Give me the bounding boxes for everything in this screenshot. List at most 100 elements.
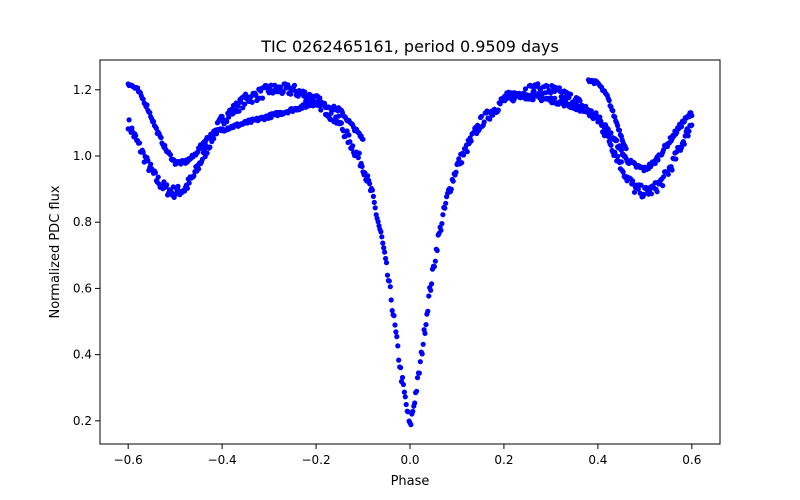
data-point bbox=[616, 127, 623, 133]
data-point bbox=[370, 193, 376, 199]
data-point bbox=[478, 113, 484, 120]
data-point bbox=[615, 123, 621, 129]
data-point bbox=[152, 170, 158, 176]
data-point bbox=[678, 145, 685, 151]
data-point bbox=[612, 114, 618, 120]
data-point bbox=[655, 157, 661, 163]
data-point bbox=[614, 137, 620, 143]
data-point bbox=[288, 91, 294, 97]
data-point bbox=[350, 143, 356, 149]
data-point bbox=[440, 212, 446, 218]
data-point bbox=[388, 297, 394, 303]
data-point bbox=[597, 114, 603, 120]
data-point bbox=[148, 161, 154, 167]
data-point bbox=[431, 263, 437, 270]
data-point bbox=[393, 329, 399, 335]
data-point bbox=[460, 152, 467, 158]
data-point bbox=[432, 258, 438, 264]
data-point bbox=[487, 116, 493, 122]
y-tick-label: 1.2 bbox=[73, 83, 92, 97]
data-point bbox=[196, 166, 202, 172]
data-point bbox=[360, 136, 366, 142]
data-point bbox=[665, 171, 671, 177]
data-point bbox=[336, 113, 342, 119]
data-point bbox=[386, 278, 392, 284]
x-tick-label: −0.4 bbox=[208, 453, 237, 467]
data-point bbox=[355, 155, 361, 161]
data-point bbox=[226, 114, 232, 120]
data-point bbox=[618, 159, 625, 165]
data-point bbox=[242, 101, 248, 107]
data-point bbox=[219, 113, 225, 120]
data-point bbox=[268, 82, 274, 88]
data-point bbox=[395, 343, 401, 349]
data-point bbox=[389, 308, 395, 314]
data-point bbox=[405, 409, 411, 415]
data-point bbox=[147, 110, 153, 116]
data-point bbox=[423, 322, 429, 328]
data-point bbox=[347, 139, 353, 145]
data-point bbox=[191, 173, 197, 179]
data-point bbox=[615, 153, 621, 159]
data-point bbox=[379, 234, 385, 240]
data-point bbox=[453, 169, 459, 175]
data-point bbox=[417, 359, 423, 365]
data-point bbox=[685, 133, 691, 139]
data-point bbox=[378, 229, 384, 235]
data-point bbox=[544, 83, 550, 89]
y-axis-label: Normalized PDC flux bbox=[48, 185, 63, 318]
data-point bbox=[280, 89, 286, 95]
y-tick-label: 0.8 bbox=[73, 215, 92, 229]
data-point bbox=[641, 191, 647, 197]
data-point bbox=[375, 219, 381, 225]
data-point bbox=[381, 245, 387, 251]
data-point bbox=[367, 181, 373, 187]
data-point bbox=[126, 117, 132, 123]
data-point bbox=[402, 394, 408, 400]
data-point bbox=[535, 81, 541, 87]
data-point bbox=[394, 334, 400, 340]
x-tick-label: −0.6 bbox=[114, 453, 143, 467]
data-point bbox=[678, 124, 685, 130]
data-point bbox=[631, 189, 638, 195]
data-point bbox=[400, 381, 406, 388]
chart-title: TIC 0262465161, period 0.9509 days bbox=[260, 37, 559, 56]
data-point bbox=[434, 247, 440, 254]
data-point bbox=[170, 184, 176, 190]
data-point bbox=[207, 144, 213, 150]
data-point bbox=[259, 95, 266, 101]
data-point bbox=[443, 200, 449, 206]
data-point bbox=[391, 313, 397, 319]
data-point bbox=[442, 205, 448, 211]
data-point bbox=[635, 186, 641, 192]
data-point bbox=[369, 187, 375, 193]
data-point bbox=[459, 160, 465, 166]
data-point bbox=[164, 182, 170, 188]
data-point bbox=[162, 142, 168, 149]
data-point bbox=[346, 132, 352, 138]
data-point bbox=[422, 330, 428, 336]
x-tick-label: 0.4 bbox=[588, 453, 607, 467]
data-point bbox=[638, 182, 644, 188]
data-point bbox=[175, 183, 181, 189]
x-tick-label: 0.6 bbox=[682, 453, 701, 467]
data-point bbox=[577, 98, 583, 104]
x-axis: −0.6 −0.4 −0.2 0.0 0.2 0.4 0.6 bbox=[114, 444, 701, 467]
data-point bbox=[145, 158, 151, 164]
data-point bbox=[568, 91, 574, 97]
data-point bbox=[318, 107, 324, 113]
data-point bbox=[204, 150, 210, 156]
data-point bbox=[392, 322, 398, 328]
data-point bbox=[129, 125, 135, 131]
data-point bbox=[401, 389, 407, 395]
data-point bbox=[426, 293, 432, 299]
data-point bbox=[438, 227, 444, 233]
data-point bbox=[249, 99, 255, 105]
data-point bbox=[654, 189, 660, 195]
data-point bbox=[425, 308, 431, 314]
data-point bbox=[338, 120, 344, 126]
data-point bbox=[686, 128, 692, 134]
data-point bbox=[416, 370, 422, 376]
data-point bbox=[689, 122, 695, 128]
